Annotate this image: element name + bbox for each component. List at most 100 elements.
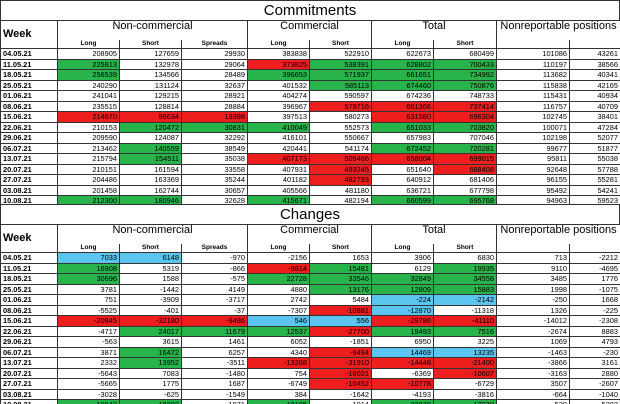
value-cell: 32849 xyxy=(371,273,434,285)
value-cell: 622673 xyxy=(371,48,434,60)
value-cell: 204486 xyxy=(57,174,120,186)
value-cell: -2156 xyxy=(247,252,310,264)
value-cell: 522910 xyxy=(309,48,372,60)
value-cell: 1776 xyxy=(569,273,620,285)
value-cell: 23878 xyxy=(371,399,434,404)
value-cell: 17970 xyxy=(433,399,497,404)
subheader-long: Long xyxy=(371,39,434,49)
subheader-short: Short xyxy=(119,39,182,49)
week-cell: 11.05.21 xyxy=(0,262,58,274)
value-cell: 713 xyxy=(496,252,570,264)
value-cell: 4880 xyxy=(247,283,310,295)
value-cell: -31910 xyxy=(309,357,372,369)
value-cell: 38566 xyxy=(569,58,620,70)
commitments-section: Commitments Week Non-commercial Commerci… xyxy=(0,0,620,217)
changes-header-row: Week Non-commercial Commercial Total Non… xyxy=(0,224,620,253)
value-cell: 396653 xyxy=(247,69,310,81)
value-cell: 100071 xyxy=(496,121,570,133)
value-cell: 401532 xyxy=(247,79,310,91)
value-cell: 140559 xyxy=(119,142,182,154)
value-cell: 6257 xyxy=(181,346,248,358)
value-cell: 127659 xyxy=(119,48,182,60)
table-row: 25.05.21 240290 131124 32637 401532 585113 674… xyxy=(0,79,620,91)
value-cell: 7033 xyxy=(57,252,120,264)
value-cell: 35244 xyxy=(181,174,248,186)
subheader-long: Long xyxy=(57,243,120,253)
value-cell: 657983 xyxy=(371,132,434,144)
changes-title: Changes xyxy=(0,204,620,224)
value-cell: 1326 xyxy=(496,304,570,316)
table-row: 13.07.21 215794 154511 35038 407173 509466 658… xyxy=(0,153,620,165)
value-cell: 19935 xyxy=(433,262,497,274)
value-cell: 40934 xyxy=(569,90,620,102)
value-cell: 225813 xyxy=(57,58,120,70)
value-cell: 214670 xyxy=(57,111,120,123)
value-cell: 405566 xyxy=(247,184,310,196)
value-cell: 1775 xyxy=(119,378,182,390)
value-cell: 3871 xyxy=(57,346,120,358)
value-cell: 700433 xyxy=(433,58,497,70)
value-cell: 556 xyxy=(309,315,372,327)
week-cell: 06.07.21 xyxy=(0,142,58,154)
value-cell: -6729 xyxy=(433,378,497,390)
value-cell: -10881 xyxy=(309,304,372,316)
value-cell: 5282 xyxy=(569,399,620,404)
value-cell: -11318 xyxy=(433,304,497,316)
value-cell: 4340 xyxy=(247,346,310,358)
value-cell: 1687 xyxy=(181,378,248,390)
week-cell: 13.07.21 xyxy=(0,153,58,165)
value-cell: 416101 xyxy=(247,132,310,144)
week-cell: 01.06.21 xyxy=(0,90,58,102)
value-cell: 674236 xyxy=(371,90,434,102)
value-cell: 1069 xyxy=(496,336,570,348)
value-cell: -1075 xyxy=(569,283,620,295)
table-row: 01.06.21 241041 129215 28921 404274 590597 674… xyxy=(0,90,620,102)
table-row: 22.06.21 210153 120472 30831 410049 552573 651… xyxy=(0,121,620,133)
table-row: 06.07.21 3871 16472 6257 4340 -9494 14469 13235… xyxy=(0,346,620,358)
value-cell: 720281 xyxy=(433,142,497,154)
value-cell: 410049 xyxy=(247,121,310,133)
value-cell: -5643 xyxy=(57,367,120,379)
value-cell: -16021 xyxy=(309,367,372,379)
value-cell: 1653 xyxy=(309,252,372,264)
value-cell: 373825 xyxy=(247,58,310,70)
value-cell: -625 xyxy=(119,388,182,400)
table-row: 22.06.21 -4717 24017 11679 12537 -27700 19493 7… xyxy=(0,325,620,337)
value-cell: 6148 xyxy=(119,252,182,264)
value-cell: 131124 xyxy=(119,79,182,91)
commercial-header: Commercial xyxy=(247,224,372,244)
table-row: 04.05.21 7033 6148 -970 -2156 1653 3906 6830 713… xyxy=(0,252,620,264)
value-cell: 40341 xyxy=(569,69,620,81)
value-cell: 3507 xyxy=(496,378,570,390)
value-cell: -37 xyxy=(181,304,248,316)
nonreportable-header: Nonreportable positions xyxy=(496,224,620,244)
value-cell: 4149 xyxy=(181,283,248,295)
value-cell: 640912 xyxy=(371,174,434,186)
changes-section: Changes Week Non-commercial Commercial T… xyxy=(0,204,620,404)
subheader-long: Long xyxy=(371,243,434,253)
value-cell: 677798 xyxy=(433,184,497,196)
value-cell: 651640 xyxy=(371,163,434,175)
value-cell: 162744 xyxy=(119,184,182,196)
table-row: 15.06.21 214670 96634 19398 397513 580273 6315… xyxy=(0,111,620,123)
value-cell: 509466 xyxy=(309,153,372,165)
value-cell: 5319 xyxy=(119,262,182,274)
table-row: 18.05.21 256539 134566 28489 396653 571937 661… xyxy=(0,69,620,81)
value-cell: 1971 xyxy=(181,399,248,404)
value-cell: -3909 xyxy=(119,294,182,306)
value-cell: -6749 xyxy=(247,378,310,390)
value-cell: 22728 xyxy=(247,273,310,285)
value-cell: 3906 xyxy=(371,252,434,264)
week-cell: 18.05.21 xyxy=(0,273,58,285)
value-cell: 32292 xyxy=(181,132,248,144)
value-cell: -20845 xyxy=(57,315,120,327)
week-cell: 08.06.21 xyxy=(0,304,58,316)
value-cell: 51877 xyxy=(569,142,620,154)
value-cell: 737414 xyxy=(433,100,497,112)
value-cell: 43261 xyxy=(569,48,620,60)
table-row: 11.05.21 225813 132978 29064 373825 538391 628… xyxy=(0,58,620,70)
table-row: 03.08.21 201458 162744 30657 405566 481180 636… xyxy=(0,184,620,196)
week-cell: 22.06.21 xyxy=(0,121,58,133)
value-cell: -2212 xyxy=(569,252,620,264)
nonreportable-header: Nonreportable positions xyxy=(496,20,620,40)
